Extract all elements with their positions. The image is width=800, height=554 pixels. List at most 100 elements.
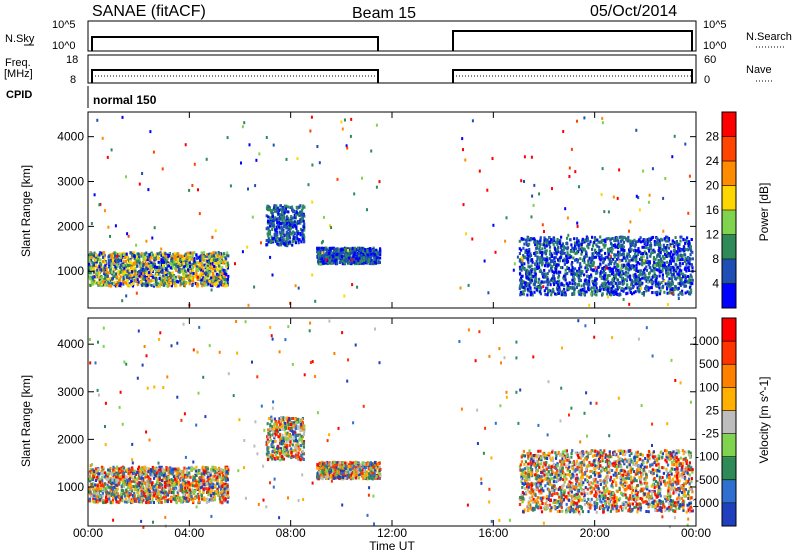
data-cell — [357, 246, 360, 250]
data-cell — [666, 239, 669, 243]
data-cell — [599, 274, 602, 278]
data-cell — [618, 235, 621, 239]
data-cell — [107, 259, 110, 263]
data-cell — [132, 254, 135, 258]
data-cell — [580, 250, 584, 254]
data-cell — [94, 253, 97, 257]
data-cell — [533, 237, 536, 241]
data-cell — [539, 268, 542, 272]
data-cell — [267, 220, 270, 223]
data-cell — [324, 252, 327, 256]
data-cell — [277, 217, 280, 221]
data-cell — [207, 282, 210, 286]
data-cell — [621, 282, 624, 286]
data-cell — [167, 255, 170, 259]
data-cell — [302, 238, 305, 242]
data-cell — [576, 224, 579, 228]
data-cell — [533, 252, 536, 255]
data-cell — [92, 482, 95, 485]
data-cell — [138, 468, 141, 472]
data-cell — [677, 286, 680, 290]
data-cell — [638, 287, 641, 291]
data-cell — [295, 224, 298, 228]
data-cell — [88, 266, 91, 270]
data-cell — [200, 278, 203, 282]
data-cell — [145, 479, 148, 483]
data-cell — [558, 242, 562, 246]
data-cell — [651, 269, 654, 273]
data-cell — [177, 268, 181, 272]
data-cell — [149, 477, 152, 481]
data-cell — [618, 243, 622, 247]
data-cell — [115, 500, 118, 504]
data-cell — [647, 247, 650, 250]
data-cell — [612, 270, 615, 274]
data-cell — [573, 287, 576, 291]
data-cell — [184, 143, 187, 147]
data-cell — [330, 261, 333, 265]
data-cell — [573, 292, 576, 296]
data-cell — [566, 236, 569, 240]
data-cell — [287, 222, 290, 226]
data-cell — [609, 293, 613, 297]
data-cell — [541, 263, 544, 267]
data-cell — [529, 293, 532, 297]
data-cell — [284, 242, 287, 246]
data-cell — [354, 249, 357, 252]
data-cell — [147, 493, 150, 497]
y-tick-label: 2000 — [57, 219, 84, 233]
data-cell — [266, 239, 269, 242]
data-cell — [529, 254, 533, 258]
data-cell — [573, 289, 576, 293]
data-cell — [655, 277, 658, 281]
data-cell — [677, 257, 680, 261]
data-cell — [160, 254, 163, 258]
data-cell — [670, 291, 673, 295]
data-cell — [629, 239, 632, 243]
data-cell — [626, 252, 629, 256]
data-cell — [540, 286, 543, 290]
data-cell — [665, 235, 668, 239]
data-cell — [365, 259, 368, 263]
data-cell — [300, 216, 303, 220]
data-cell — [147, 282, 150, 286]
data-cell — [99, 280, 103, 284]
data-cell — [272, 225, 275, 229]
data-cell — [655, 268, 658, 272]
data-cell — [279, 213, 282, 216]
data-cell — [276, 242, 279, 246]
data-cell — [617, 246, 620, 250]
data-cell — [375, 251, 378, 255]
data-cell — [656, 238, 659, 242]
data-cell — [109, 234, 111, 238]
data-cell — [555, 252, 558, 256]
data-cell — [529, 259, 532, 263]
data-cell — [114, 467, 117, 471]
data-cell — [330, 226, 333, 230]
data-cell — [585, 281, 588, 285]
data-cell — [323, 255, 326, 259]
data-cell — [112, 256, 115, 260]
data-cell — [113, 274, 116, 278]
data-cell — [526, 259, 530, 263]
data-cell — [579, 274, 582, 278]
colorbar-segment — [722, 283, 736, 309]
data-cell — [556, 238, 559, 241]
colorbar-tick-label: 24 — [706, 154, 720, 168]
data-cell — [247, 303, 250, 307]
data-cell — [595, 286, 598, 290]
data-cell — [198, 267, 201, 271]
data-cell — [277, 211, 280, 215]
data-cell — [183, 489, 186, 493]
data-cell — [577, 239, 580, 243]
data-cell — [611, 268, 614, 272]
data-cell — [149, 268, 152, 272]
data-cell — [551, 187, 553, 191]
data-cell — [100, 251, 103, 255]
data-cell — [614, 288, 617, 292]
data-cell — [171, 271, 174, 275]
data-cell — [223, 261, 226, 265]
data-cell — [131, 266, 134, 270]
data-cell — [607, 280, 610, 284]
data-cell — [285, 157, 288, 161]
